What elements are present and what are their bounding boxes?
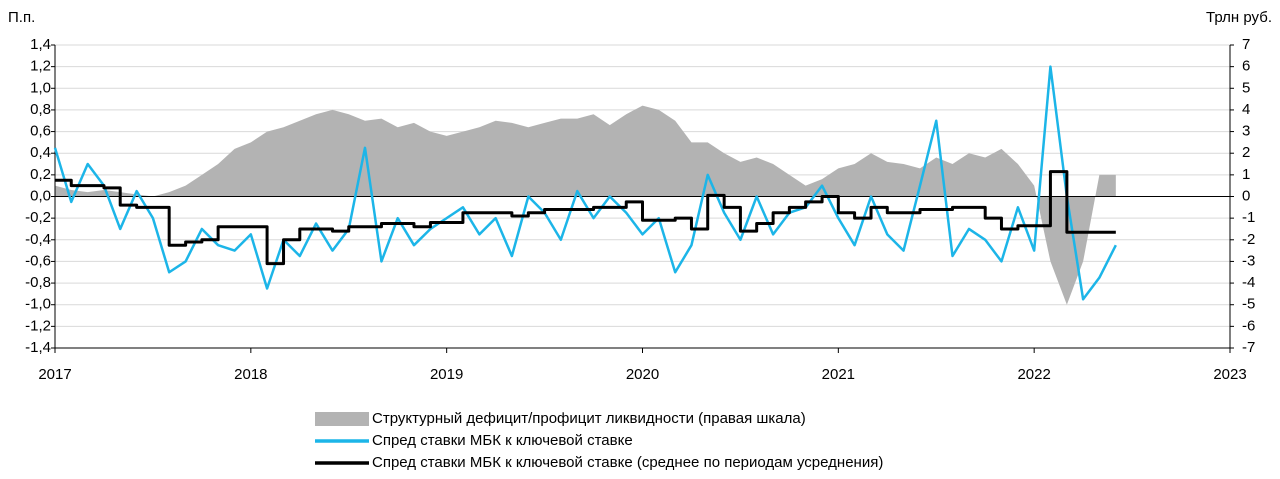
x-tick-label: 2018	[234, 366, 267, 383]
line	[53, 65, 1117, 301]
step-line	[55, 170, 1116, 266]
x-tick-label: 2023	[1213, 366, 1246, 383]
y-tick-label: 1,4	[30, 36, 51, 53]
y-tick-label: 1,2	[30, 58, 51, 75]
y-tick-label: 0,6	[30, 123, 51, 140]
legend-swatch	[315, 412, 369, 426]
y-tick-label: -0,2	[25, 209, 51, 226]
y-axis-title: П.п.	[8, 9, 35, 26]
y2-tick-label: -2	[1242, 231, 1255, 248]
y-tick-label: -1,2	[25, 317, 51, 334]
area	[55, 105, 1116, 305]
y2-tick-label: -5	[1242, 296, 1255, 313]
y-tick-label: 0,8	[30, 101, 51, 118]
y-tick-label: -0,4	[25, 231, 51, 248]
legend-label: Спред ставки МБК к ключевой ставке (сред…	[372, 454, 883, 471]
y-tick-label: 0,0	[30, 187, 51, 204]
y2-tick-label: -3	[1242, 252, 1255, 269]
y2-tick-label: 5	[1242, 79, 1250, 96]
y-tick-label: 1,0	[30, 79, 51, 96]
x-tick-label: 2020	[626, 366, 659, 383]
legend-label: Структурный дефицит/профицит ликвидности…	[372, 410, 806, 427]
x-tick-label: 2017	[38, 366, 71, 383]
y-tick-label: -0,8	[25, 274, 51, 291]
y-tick-label: -0,6	[25, 252, 51, 269]
y2-tick-label: 2	[1242, 144, 1250, 161]
y2-tick-label: 6	[1242, 58, 1250, 75]
y-tick-label: 0,2	[30, 166, 51, 183]
y2-tick-label: 1	[1242, 166, 1250, 183]
y2-tick-label: -6	[1242, 317, 1255, 334]
y2-tick-label: -4	[1242, 274, 1255, 291]
y2-tick-label: 0	[1242, 187, 1250, 204]
x-tick-label: 2021	[822, 366, 855, 383]
y2-tick-label: 3	[1242, 123, 1250, 140]
y2-tick-label: -1	[1242, 209, 1255, 226]
y2-tick-label: 7	[1242, 36, 1250, 53]
y2-tick-label: 4	[1242, 101, 1250, 118]
y-tick-label: -1,0	[25, 296, 51, 313]
x-tick-label: 2019	[430, 366, 463, 383]
y2-axis-title: Трлн руб.	[1206, 9, 1272, 26]
y-tick-label: -1,4	[25, 339, 51, 356]
y-tick-label: 0,4	[30, 144, 51, 161]
x-tick-label: 2022	[1017, 366, 1050, 383]
y2-tick-label: -7	[1242, 339, 1255, 356]
legend-label: Спред ставки МБК к ключевой ставке	[372, 432, 633, 449]
